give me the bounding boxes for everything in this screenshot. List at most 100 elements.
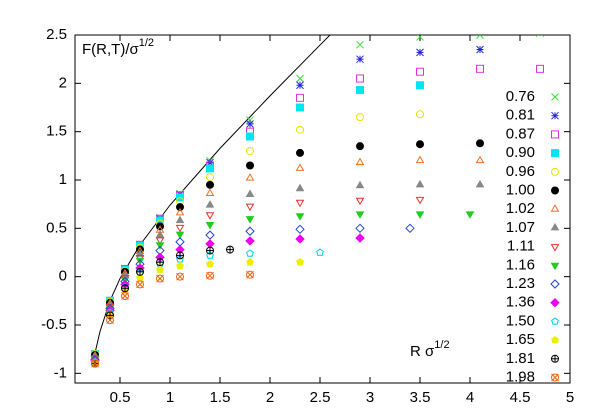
point [175,215,185,224]
point-shape [106,316,114,325]
x-tick-label: 5 [566,389,574,406]
point [245,226,255,236]
point-shape [550,262,560,271]
point [405,223,415,234]
legend-label: 0.76 [506,88,535,105]
point-shape [476,64,484,73]
point-shape [355,233,365,243]
point [296,81,304,90]
point [245,216,255,224]
point [156,274,164,283]
point-shape [246,270,254,279]
point-shape [295,224,305,235]
point [475,155,485,164]
y-tick-label: 2 [59,74,67,91]
point-shape [415,196,425,205]
x-tick-label: 2 [266,389,274,406]
point-shape [551,186,559,195]
point [550,297,560,308]
point [295,234,305,244]
point-shape [176,272,184,281]
point-shape [155,230,165,238]
point-shape [479,35,484,39]
point-shape [245,226,255,236]
point [121,284,129,293]
point-shape [205,212,215,220]
x-tick-label: 4 [466,389,474,406]
point [296,258,304,266]
point-shape [316,248,324,256]
point-shape [155,237,165,245]
point [356,86,364,95]
point-shape [551,130,559,139]
point [245,189,255,197]
point [206,180,214,189]
point-shape [205,221,215,230]
legend-label: 1.07 [506,219,535,236]
point-shape [295,163,305,171]
y-tick-label: 0.5 [46,219,67,236]
x-tick-label: 3 [366,389,374,406]
point-shape [355,211,365,219]
point-shape [550,244,560,252]
point [246,132,254,141]
point [91,359,99,368]
point-shape [550,204,560,212]
point-shape [476,35,481,39]
legend-label: 0.87 [506,125,535,142]
point-shape [550,279,560,289]
point [206,251,214,259]
point-shape [106,311,114,320]
point-shape [205,200,215,208]
point-shape [205,188,215,197]
point-shape [550,297,560,308]
point-shape [206,251,214,259]
point [355,211,365,219]
point-shape [206,271,214,280]
legend-label: 1.98 [506,368,535,385]
point [355,233,365,243]
point [416,140,424,149]
point [205,230,215,240]
point [551,335,559,344]
point [536,35,544,37]
point [245,236,255,246]
point [246,258,254,266]
point-shape [536,35,539,37]
legend-label: 0.81 [506,107,535,124]
point-shape [551,335,559,344]
point [295,199,305,208]
point [355,157,365,166]
legend-label: 1.36 [506,294,535,311]
point-shape [416,67,424,76]
point [415,196,425,205]
point [206,164,214,173]
point [551,130,559,139]
point-shape [416,81,424,90]
point [155,242,165,250]
point-shape [296,103,304,112]
point-shape [175,215,185,224]
point [176,251,184,260]
point-shape [476,139,484,148]
point-shape [356,142,364,151]
x-axis-label: R σ1/2 [410,339,450,360]
point-shape [121,292,129,300]
point [106,316,114,325]
point-shape [176,251,184,260]
point [206,246,214,255]
point [551,149,559,158]
point [550,222,560,231]
point [246,120,254,128]
point [155,237,165,245]
point-shape [176,203,184,212]
legend-label: 0.90 [506,144,535,161]
point-shape [175,224,185,233]
point-shape [206,173,214,182]
legend-label: 1.65 [506,331,535,348]
point [175,237,185,247]
point [465,211,475,219]
point [206,173,214,182]
point-shape [551,373,559,382]
point [295,163,305,171]
